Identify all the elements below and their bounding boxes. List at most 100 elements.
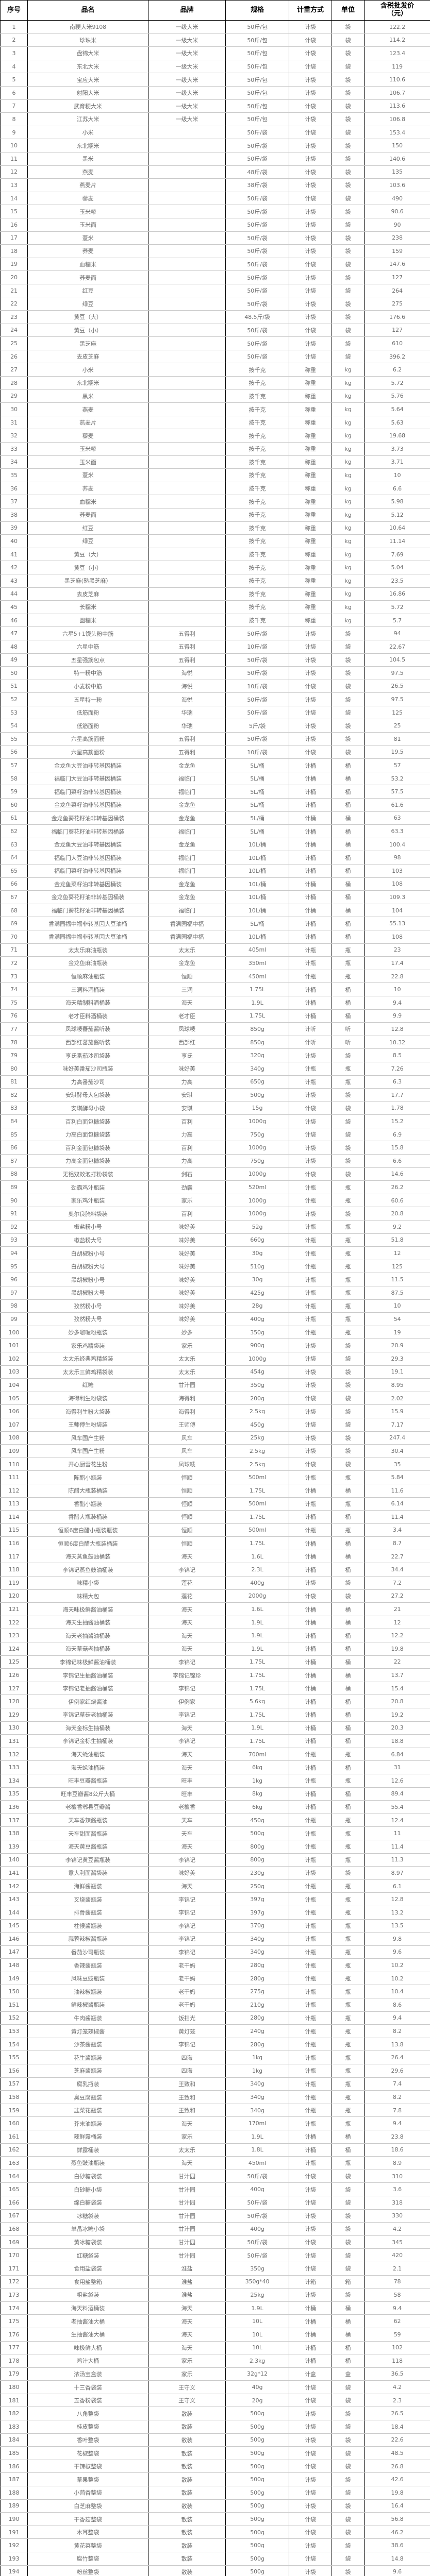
cell-spec: 400g bbox=[225, 2182, 289, 2196]
cell-brand: 淮盐 bbox=[148, 2275, 226, 2289]
cell-price: 7.4 bbox=[364, 2077, 430, 2091]
cell-name: 海天黄豆酱瓶装 bbox=[27, 1839, 148, 1854]
cell-price: 5.04 bbox=[364, 561, 430, 574]
cell-price: 15.9 bbox=[364, 1404, 430, 1418]
table-row: 44 去皮芝麻 按千克 称重 kg 16.86 bbox=[0, 587, 430, 601]
cell-brand: 香满园福中福 bbox=[148, 929, 226, 944]
cell-unit: 瓶 bbox=[332, 1826, 365, 1840]
cell-weigh-method: 计袋 bbox=[289, 2538, 332, 2552]
cell-spec: 50斤/袋 bbox=[225, 297, 289, 311]
cell-price: 11.4 bbox=[364, 1510, 430, 1524]
cell-unit: 袋 bbox=[332, 244, 365, 258]
cell-index: 86 bbox=[0, 1141, 28, 1155]
table-row: 8 江苏大米 一级大米 50斤/包 计袋袋 106.8 bbox=[0, 112, 430, 126]
table-row: 18 荞麦 50斤/袋 计袋袋 159 bbox=[0, 244, 430, 258]
cell-brand: 王师傅 bbox=[148, 1417, 226, 1432]
cell-weigh-method: 计袋 bbox=[289, 1207, 332, 1221]
cell-unit: 瓶 bbox=[332, 2116, 365, 2130]
cell-unit: 瓶 bbox=[332, 956, 365, 970]
cell-weigh-method: 计瓶 bbox=[289, 1773, 332, 1788]
cell-brand: 五得利 bbox=[148, 639, 226, 654]
cell-brand: 散装 bbox=[148, 2446, 226, 2460]
cell-price: 94 bbox=[364, 626, 430, 640]
cell-name: 风味豆豉瓶装 bbox=[27, 1971, 148, 1986]
cell-weigh-method: 计瓶 bbox=[289, 2037, 332, 2052]
cell-name: 桂皮整袋 bbox=[27, 2420, 148, 2434]
table-row: 64 福临门大豆油非转基因桶装 福临门 10L/桶 计桶桶 98 bbox=[0, 851, 430, 865]
cell-name: 味精小袋 bbox=[27, 1576, 148, 1590]
cell-index: 45 bbox=[0, 600, 28, 614]
cell-price: 6.9 bbox=[364, 1127, 430, 1142]
cell-index: 102 bbox=[0, 1351, 28, 1366]
cell-index: 87 bbox=[0, 1154, 28, 1168]
cell-weigh-method: 计袋 bbox=[289, 310, 332, 324]
cell-index: 121 bbox=[0, 1602, 28, 1616]
cell-spec: 50斤/袋 bbox=[225, 191, 289, 206]
cell-name: 南粳大米9108 bbox=[27, 20, 148, 34]
cell-spec: 500g bbox=[225, 2406, 289, 2421]
cell-name: 味极鲜大桶 bbox=[27, 2341, 148, 2355]
cell-name: 长糯米 bbox=[27, 600, 148, 614]
cell-spec: 50斤/袋 bbox=[225, 2209, 289, 2223]
cell-brand: 一级大米 bbox=[148, 20, 226, 34]
cell-brand: 海天 bbox=[148, 1602, 226, 1616]
cell-price: 53.2 bbox=[364, 771, 430, 786]
cell-price: 6.6 bbox=[364, 1154, 430, 1168]
cell-brand: 散装 bbox=[148, 2433, 226, 2447]
cell-spec: 405ml bbox=[225, 943, 289, 957]
cell-index: 90 bbox=[0, 1193, 28, 1208]
cell-brand: 老干妈 bbox=[148, 1971, 226, 1986]
cell-unit: 桶 bbox=[332, 811, 365, 825]
cell-spec: 10L/桶 bbox=[225, 903, 289, 918]
cell-unit: 袋 bbox=[332, 639, 365, 654]
cell-index: 152 bbox=[0, 2011, 28, 2025]
cell-brand: 散装 bbox=[148, 2552, 226, 2566]
cell-spec: 800g bbox=[225, 1853, 289, 1867]
cell-index: 35 bbox=[0, 468, 28, 482]
cell-brand: 劲霸 bbox=[148, 1180, 226, 1194]
cell-weigh-method: 计袋 bbox=[289, 112, 332, 126]
cell-unit: kg bbox=[332, 376, 365, 390]
cell-index: 84 bbox=[0, 1114, 28, 1128]
cell-brand: 散装 bbox=[148, 2406, 226, 2421]
cell-unit: 桶 bbox=[332, 903, 365, 918]
cell-spec: 按千克 bbox=[225, 415, 289, 430]
cell-name: 粉丝整袋 bbox=[27, 2565, 148, 2576]
cell-index: 63 bbox=[0, 837, 28, 852]
cell-name: 旺丰豆瓣酱瓶装 bbox=[27, 1773, 148, 1788]
cell-price: 19.68 bbox=[364, 429, 430, 443]
cell-price: 23.8 bbox=[364, 2130, 430, 2144]
table-row: 171 食用盐袋装 淮盐 350g 计袋袋 2.1 bbox=[0, 2261, 430, 2276]
cell-index: 30 bbox=[0, 402, 28, 416]
cell-weigh-method: 计瓶 bbox=[289, 969, 332, 984]
cell-name: 福临门葵花籽油非转基因桶装 bbox=[27, 824, 148, 838]
table-row: 22 绿豆 50斤/袋 计袋袋 275 bbox=[0, 297, 430, 311]
cell-unit: 瓶 bbox=[332, 1325, 365, 1340]
cell-price: 9.6 bbox=[364, 1945, 430, 1959]
cell-unit: 瓶 bbox=[332, 2037, 365, 2052]
cell-brand: 甘汁园 bbox=[148, 2209, 226, 2223]
cell-spec: 425g bbox=[225, 1286, 289, 1300]
cell-name: 孜然粉小号 bbox=[27, 1299, 148, 1313]
cell-brand: 老才臣 bbox=[148, 1009, 226, 1023]
cell-index: 34 bbox=[0, 455, 28, 469]
cell-spec: 340g bbox=[225, 1061, 289, 1076]
cell-name: 燕麦 bbox=[27, 165, 148, 179]
cell-name: 白芝麻整袋 bbox=[27, 2499, 148, 2513]
cell-unit: 瓶 bbox=[332, 1905, 365, 1920]
cell-weigh-method: 计袋 bbox=[289, 231, 332, 245]
cell-index: 107 bbox=[0, 1417, 28, 1432]
cell-name: 黑胡椒粉小号 bbox=[27, 1273, 148, 1286]
cell-spec: 2.5kg bbox=[225, 1457, 289, 1471]
cell-price: 97.5 bbox=[364, 692, 430, 706]
cell-price: 7.17 bbox=[364, 1417, 430, 1432]
cell-index: 66 bbox=[0, 877, 28, 891]
cell-price: 13.7 bbox=[364, 1668, 430, 1682]
cell-index: 135 bbox=[0, 1787, 28, 1801]
cell-brand: 散装 bbox=[148, 2420, 226, 2434]
cell-price: 13.8 bbox=[364, 2037, 430, 2052]
cell-price: 58 bbox=[364, 2288, 430, 2302]
table-row: 108 风车国产生粉 风车 25kg 计袋袋 247.4 bbox=[0, 1431, 430, 1445]
cell-index: 4 bbox=[0, 59, 28, 74]
cell-brand: 福临门 bbox=[148, 824, 226, 838]
